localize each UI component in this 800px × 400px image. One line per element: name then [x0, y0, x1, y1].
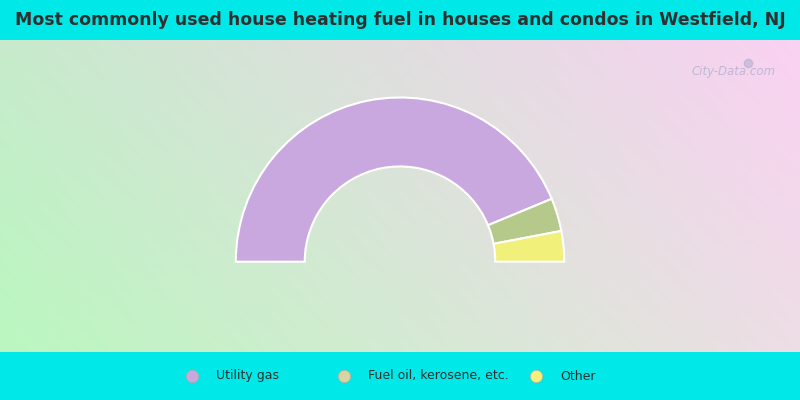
Wedge shape: [488, 199, 562, 244]
Text: City-Data.com: City-Data.com: [692, 65, 776, 78]
Wedge shape: [494, 231, 564, 262]
Text: Most commonly used house heating fuel in houses and condos in Westfield, NJ: Most commonly used house heating fuel in…: [14, 11, 786, 29]
Wedge shape: [236, 98, 552, 262]
Text: Fuel oil, kerosene, etc.: Fuel oil, kerosene, etc.: [368, 370, 509, 382]
Text: Utility gas: Utility gas: [216, 370, 279, 382]
Text: Other: Other: [560, 370, 595, 382]
